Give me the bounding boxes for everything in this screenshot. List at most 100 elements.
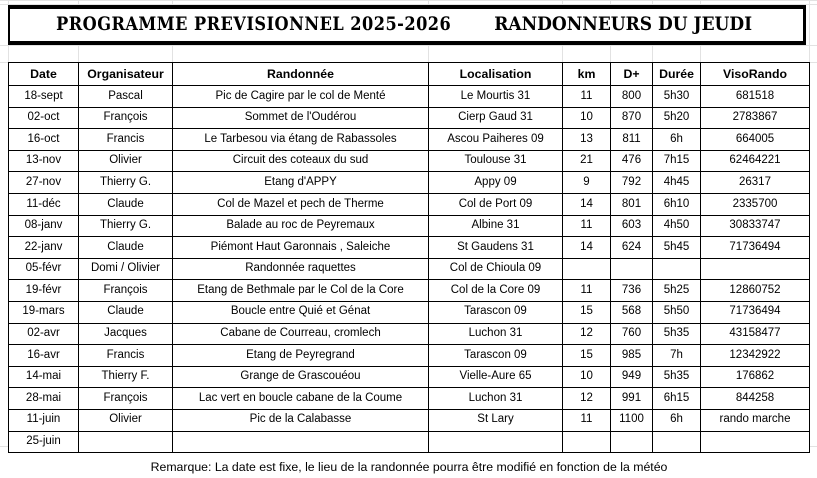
cell-dplus[interactable]: 991 (610, 387, 653, 410)
cell-date[interactable]: 02-oct (8, 106, 79, 130)
table-row[interactable]: 19-févr François Etang de Bethmale par le … (8, 279, 810, 302)
cell-rando[interactable]: Pic de la Calabasse (172, 408, 429, 432)
cell-dplus[interactable]: 800 (610, 85, 653, 108)
cell-date[interactable]: 28-mai (8, 387, 79, 410)
cell-org[interactable]: Francis (78, 344, 173, 367)
cell-duree[interactable]: 5h45 (652, 236, 701, 259)
cell-km[interactable]: 11 (562, 85, 611, 108)
table-row[interactable]: 25-juin (8, 430, 810, 454)
cell-dplus[interactable]: 736 (610, 279, 653, 302)
cell-date[interactable]: 19-févr (8, 279, 79, 302)
cell-km[interactable]: 9 (562, 171, 611, 194)
cell-date[interactable]: 13-nov (8, 149, 79, 173)
cell-viso[interactable]: 71736494 (700, 236, 810, 259)
cell-loc[interactable]: Appy 09 (428, 171, 563, 194)
cell-duree[interactable]: 5h25 (652, 279, 701, 302)
cell-date[interactable]: 11-juin (8, 408, 79, 432)
cell-rando[interactable]: Col de Mazel et pech de Therme (172, 192, 429, 216)
table-row[interactable]: 11-juin Olivier Pic de la Calabasse St Lary… (8, 408, 810, 432)
cell-org[interactable]: Domi / Olivier (78, 257, 173, 281)
cell-rando[interactable]: Grange de Grascouéou (172, 365, 429, 389)
cell-dplus[interactable]: 792 (610, 171, 653, 194)
cell-rando[interactable]: Etang de Bethmale par le Col de la Core (172, 279, 429, 302)
table-row[interactable]: 28-mai François Lac vert en boucle cabane … (8, 387, 810, 410)
table-row[interactable]: 13-nov Olivier Circuit des coteaux du sud T… (8, 149, 810, 173)
cell-org[interactable]: Claude (78, 192, 173, 216)
cell-dplus[interactable] (610, 430, 653, 454)
cell-dplus[interactable] (610, 257, 653, 281)
cell-org[interactable]: Thierry G. (78, 214, 173, 238)
cell-date[interactable]: 16-avr (8, 344, 79, 367)
cell-duree[interactable]: 7h15 (652, 149, 701, 173)
cell-dplus[interactable]: 811 (610, 128, 653, 151)
column-header-date[interactable]: Date (8, 62, 79, 86)
cell-org[interactable]: Claude (78, 300, 173, 324)
cell-rando[interactable]: Pic de Cagire par le col de Menté (172, 85, 429, 108)
cell-duree[interactable]: 5h50 (652, 300, 701, 324)
cell-loc[interactable]: Vielle-Aure 65 (428, 365, 563, 389)
cell-dplus[interactable]: 985 (610, 344, 653, 367)
cell-loc[interactable]: Toulouse 31 (428, 149, 563, 173)
cell-org[interactable] (78, 430, 173, 454)
cell-dplus[interactable]: 568 (610, 300, 653, 324)
cell-loc[interactable]: Luchon 31 (428, 322, 563, 346)
cell-dplus[interactable]: 1100 (610, 408, 653, 432)
cell-loc[interactable]: St Gaudens 31 (428, 236, 563, 259)
cell-rando[interactable]: Balade au roc de Peyremaux (172, 214, 429, 238)
cell-rando[interactable]: Sommet de l'Oudérou (172, 106, 429, 130)
cell-duree[interactable]: 4h50 (652, 214, 701, 238)
cell-viso[interactable]: 2335700 (700, 192, 810, 216)
cell-loc[interactable] (428, 430, 563, 454)
cell-rando[interactable]: Piémont Haut Garonnais , Saleiche (172, 236, 429, 259)
table-row[interactable]: 08-janv Thierry G. Balade au roc de Peyrem… (8, 214, 810, 238)
table-row[interactable]: 14-mai Thierry F. Grange de Grascouéou Viel… (8, 365, 810, 389)
cell-date[interactable]: 19-mars (8, 300, 79, 324)
table-row[interactable]: 27-nov Thierry G. Etang d'APPY Appy 09 9 792 4… (8, 171, 810, 194)
table-row[interactable]: 16-oct Francis Le Tarbesou via étang de Ra… (8, 128, 810, 151)
cell-viso[interactable]: 844258 (700, 387, 810, 410)
cell-dplus[interactable]: 476 (610, 149, 653, 173)
cell-loc[interactable]: Col de la Core 09 (428, 279, 563, 302)
cell-date[interactable]: 08-janv (8, 214, 79, 238)
cell-loc[interactable]: Luchon 31 (428, 387, 563, 410)
cell-km[interactable]: 14 (562, 192, 611, 216)
table-row[interactable]: 16-avr Francis Etang de Peyregrand Tarascon… (8, 344, 810, 367)
column-header-dplus[interactable]: D+ (610, 62, 653, 86)
cell-duree[interactable]: 6h10 (652, 192, 701, 216)
cell-date[interactable]: 18-sept (8, 85, 79, 108)
cell-dplus[interactable]: 949 (610, 365, 653, 389)
cell-loc[interactable]: Tarascon 09 (428, 300, 563, 324)
column-header-localisation[interactable]: Localisation (428, 62, 563, 86)
table-row[interactable]: 19-mars Claude Boucle entre Quié et Génat T… (8, 300, 810, 324)
cell-org[interactable]: Thierry G. (78, 171, 173, 194)
cell-km[interactable]: 15 (562, 344, 611, 367)
cell-dplus[interactable]: 603 (610, 214, 653, 238)
cell-viso[interactable]: rando marche (700, 408, 810, 432)
cell-viso[interactable]: 12342922 (700, 344, 810, 367)
cell-viso[interactable]: 43158477 (700, 322, 810, 346)
column-header-randonnee[interactable]: Randonnée (172, 62, 429, 86)
cell-duree[interactable]: 5h20 (652, 106, 701, 130)
cell-viso[interactable]: 62464221 (700, 149, 810, 173)
cell-duree[interactable]: 6h (652, 408, 701, 432)
cell-duree[interactable]: 4h45 (652, 171, 701, 194)
cell-km[interactable]: 11 (562, 279, 611, 302)
cell-rando[interactable] (172, 430, 429, 454)
cell-viso[interactable]: 664005 (700, 128, 810, 151)
cell-viso[interactable]: 26317 (700, 171, 810, 194)
cell-viso[interactable] (700, 430, 810, 454)
cell-rando[interactable]: Le Tarbesou via étang de Rabassoles (172, 128, 429, 151)
cell-duree[interactable]: 5h35 (652, 322, 701, 346)
cell-rando[interactable]: Cabane de Courreau, cromlech (172, 322, 429, 346)
cell-viso[interactable]: 30833747 (700, 214, 810, 238)
table-row[interactable]: 05-févr Domi / Olivier Randonnée raquettes… (8, 257, 810, 281)
cell-org[interactable]: Pascal (78, 85, 173, 108)
cell-date[interactable]: 14-mai (8, 365, 79, 389)
table-row[interactable]: 02-avr Jacques Cabane de Courreau, cromlec… (8, 322, 810, 346)
cell-viso[interactable]: 681518 (700, 85, 810, 108)
cell-duree[interactable]: 6h (652, 128, 701, 151)
cell-duree[interactable]: 7h (652, 344, 701, 367)
cell-dplus[interactable]: 870 (610, 106, 653, 130)
cell-loc[interactable]: Le Mourtis 31 (428, 85, 563, 108)
cell-loc[interactable]: Tarascon 09 (428, 344, 563, 367)
